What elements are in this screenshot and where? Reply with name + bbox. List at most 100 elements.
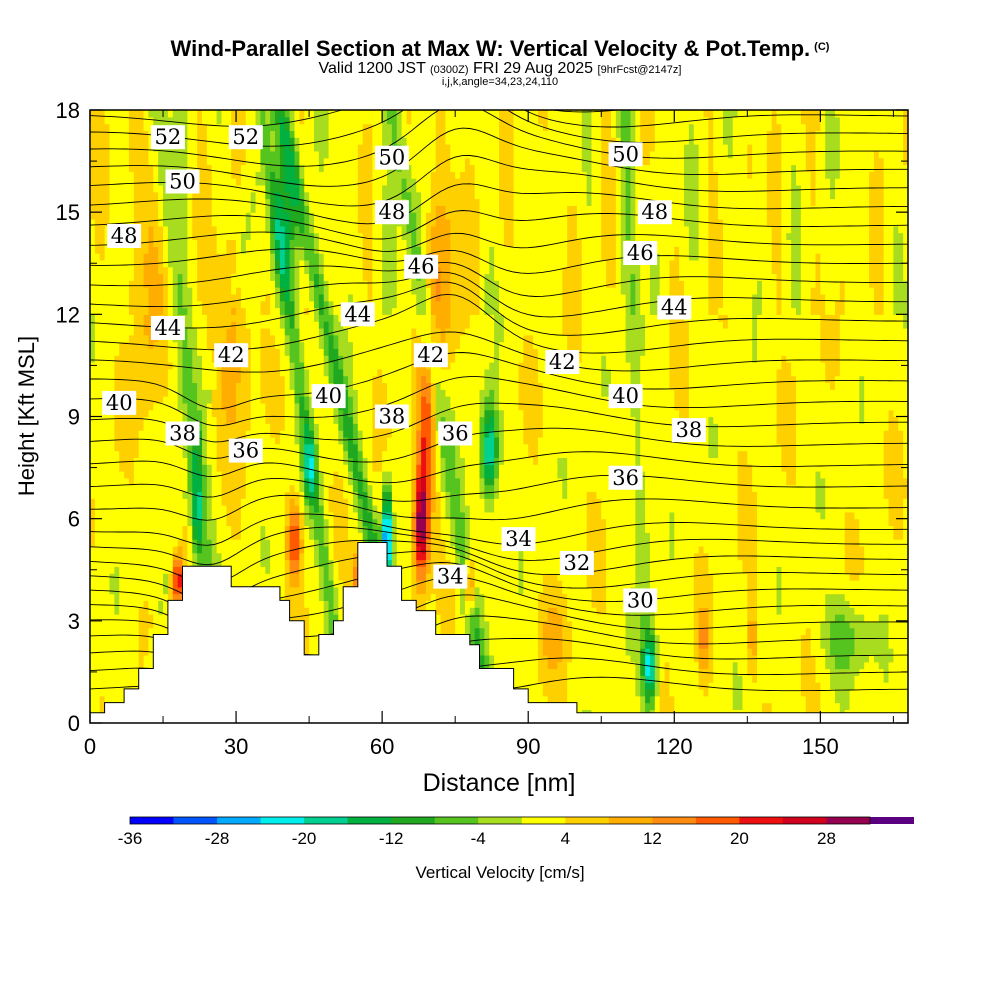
velocity-cell <box>94 600 101 608</box>
velocity-cell <box>898 648 904 656</box>
velocity-cell <box>104 695 111 704</box>
velocity-cell <box>576 675 583 683</box>
velocity-cell <box>684 525 690 533</box>
velocity-cell <box>718 648 724 656</box>
velocity-cell <box>464 525 471 533</box>
velocity-cell <box>888 586 894 595</box>
velocity-cell <box>513 593 520 601</box>
velocity-cell <box>518 607 524 615</box>
velocity-cell <box>119 593 125 601</box>
velocity-cell <box>236 532 242 540</box>
velocity-cell <box>231 559 237 567</box>
velocity-cell <box>883 559 890 567</box>
velocity-cell <box>226 539 232 547</box>
velocity-cell <box>864 695 870 704</box>
velocity-cell <box>898 675 904 683</box>
velocity-cell <box>727 566 734 574</box>
velocity-cell <box>796 532 802 540</box>
velocity-cell <box>304 573 310 581</box>
velocity-cell <box>825 600 831 608</box>
velocity-cell <box>635 566 641 574</box>
velocity-cell <box>440 552 447 561</box>
velocity-cell <box>450 607 456 615</box>
velocity-cell <box>805 688 812 697</box>
velocity-cell <box>294 532 300 540</box>
velocity-cell <box>859 675 865 683</box>
velocity-cell <box>416 586 422 595</box>
velocity-cell <box>124 552 130 561</box>
velocity-cell <box>649 695 656 704</box>
velocity-cell <box>834 695 841 704</box>
velocity-cell <box>761 614 768 622</box>
velocity-cell <box>576 654 583 663</box>
velocity-cell <box>830 532 836 540</box>
velocity-cell <box>805 648 812 656</box>
velocity-cell <box>679 620 685 629</box>
velocity-cell <box>630 634 636 642</box>
velocity-cell <box>547 682 554 690</box>
velocity-cell <box>698 600 705 608</box>
velocity-cell <box>197 552 203 561</box>
velocity-cell <box>903 552 908 561</box>
velocity-cell <box>664 648 671 656</box>
velocity-cell <box>606 525 612 533</box>
velocity-cell <box>752 539 758 547</box>
velocity-cell <box>435 559 442 567</box>
velocity-cell <box>625 566 632 574</box>
velocity-cell <box>903 607 908 615</box>
velocity-cell <box>693 552 700 561</box>
velocity-cell <box>606 586 612 595</box>
velocity-cell <box>903 593 908 601</box>
velocity-cell <box>898 532 904 540</box>
velocity-cell <box>669 614 675 622</box>
velocity-cell <box>791 566 797 574</box>
velocity-cell <box>163 620 169 629</box>
velocity-cell <box>158 579 164 588</box>
velocity-cell <box>684 627 690 636</box>
velocity-cell <box>722 579 729 588</box>
velocity-cell <box>606 593 612 601</box>
velocity-cell <box>864 627 870 636</box>
velocity-cell <box>143 654 150 663</box>
velocity-cell <box>143 607 150 615</box>
velocity-cell <box>669 682 675 690</box>
velocity-cell <box>275 518 281 527</box>
velocity-cell <box>450 593 456 601</box>
velocity-cell <box>158 566 164 574</box>
velocity-cell <box>460 607 466 615</box>
velocity-cell <box>713 614 719 622</box>
velocity-cell <box>153 545 159 554</box>
velocity-cell <box>654 539 661 547</box>
chart-title: Wind-Parallel Section at Max W: Vertical… <box>0 36 1000 62</box>
velocity-cell <box>119 573 125 581</box>
velocity-cell <box>796 702 802 710</box>
velocity-cell <box>815 545 821 554</box>
velocity-cell <box>460 620 466 629</box>
velocity-cell <box>508 586 515 595</box>
velocity-cell <box>138 579 145 588</box>
valid-time: Valid 1200 JST <box>318 60 426 77</box>
velocity-cell <box>479 627 485 636</box>
velocity-cell <box>825 539 831 547</box>
velocity-cell <box>445 518 451 527</box>
velocity-cell <box>820 675 826 683</box>
velocity-cell <box>455 593 461 601</box>
velocity-cell <box>815 668 821 676</box>
velocity-cell <box>654 545 661 554</box>
velocity-cell <box>391 559 398 567</box>
velocity-cell <box>893 532 899 540</box>
velocity-cell <box>318 545 325 554</box>
velocity-cell <box>104 654 111 663</box>
velocity-cell <box>625 559 632 567</box>
velocity-cell <box>771 600 778 608</box>
velocity-cell <box>742 661 748 670</box>
velocity-cell <box>771 682 778 690</box>
velocity-cell <box>338 607 344 615</box>
velocity-cell <box>601 593 607 601</box>
velocity-cell <box>640 518 646 527</box>
velocity-cell <box>684 607 690 615</box>
velocity-cell <box>348 579 354 588</box>
velocity-cell <box>474 525 481 533</box>
velocity-cell <box>250 545 257 554</box>
velocity-cell <box>849 566 856 574</box>
